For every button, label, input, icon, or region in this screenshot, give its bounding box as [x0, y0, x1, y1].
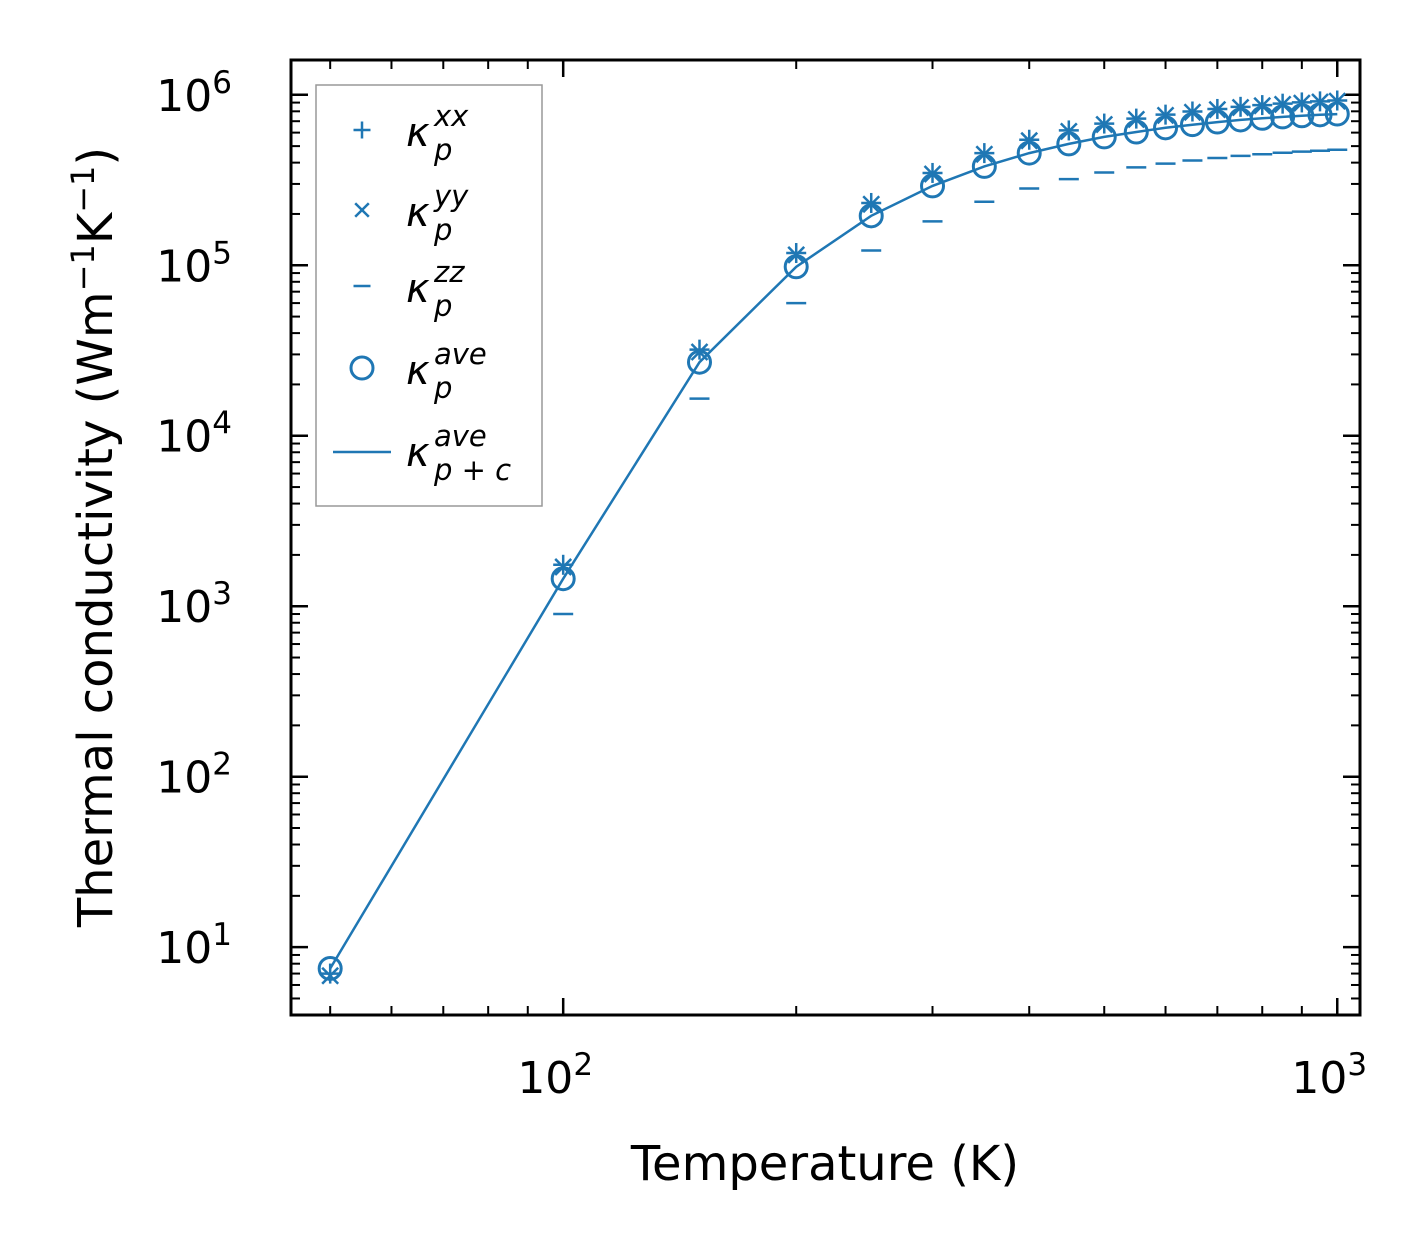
data-point-circle: [1153, 115, 1179, 141]
legend-superscript: zz: [433, 255, 465, 289]
legend-subscript: p: [433, 133, 452, 167]
data-point-circle: [1016, 140, 1042, 166]
data-point-x: [1311, 93, 1329, 111]
legend-item: κ zzp: [353, 255, 465, 323]
data-point-plus: [786, 243, 807, 264]
legend-marker-x: [354, 202, 370, 218]
y-tick-label: 106: [156, 65, 232, 122]
y-axis-label-exp: −1: [64, 166, 102, 213]
legend-superscript: ave: [434, 337, 487, 371]
x-tick-labels: 102 103: [517, 1047, 1367, 1104]
data-point-circle: [550, 566, 576, 592]
legend-marker-plus: [353, 121, 371, 139]
legend-subscript: p + c: [433, 453, 511, 487]
legend-symbol: κ: [406, 190, 430, 236]
y-axis-label-part: ): [68, 147, 124, 166]
data-point-circle: [317, 955, 343, 981]
data-point-x: [1059, 122, 1078, 141]
data-point-plus: [689, 339, 710, 360]
data-point-x: [321, 966, 340, 985]
data-point-circle: [1123, 119, 1149, 145]
data-point-circle: [858, 203, 884, 229]
legend-subscript: p: [433, 289, 452, 323]
y-tick-labels: 101 102 103 104 105 106: [156, 65, 232, 974]
data-point-plus: [553, 554, 574, 575]
y-tick-label: 105: [156, 235, 232, 292]
x-tick-label: 102: [517, 1047, 593, 1104]
data-point-circle: [971, 153, 997, 179]
legend-superscript: xx: [433, 99, 469, 133]
plot-content: [317, 90, 1350, 985]
legend-item: κ xxp: [353, 99, 469, 167]
data-point-circle: [920, 173, 946, 199]
legend-superscript: ave: [434, 419, 487, 453]
data-point-x: [1127, 110, 1146, 129]
series-kappa_p_zz: [553, 148, 1348, 616]
data-point-x: [1328, 92, 1347, 111]
y-tick-label: 103: [156, 576, 232, 633]
legend-symbol: κ: [406, 430, 430, 476]
data-point-x: [1292, 94, 1311, 112]
data-point-x: [1273, 95, 1292, 114]
legend-symbol: κ: [406, 110, 430, 156]
data-point-x: [1253, 96, 1272, 115]
y-tick-label: 104: [156, 406, 232, 463]
data-point-circle: [1056, 131, 1082, 157]
series-kappa_pc_ave: [329, 112, 1338, 970]
x-axis-label: Temperature (K): [630, 1136, 1019, 1192]
y-axis-label: Thermal conductivity (Wm−1K−1): [64, 147, 124, 928]
plot-frame: [289, 58, 1362, 1017]
data-point-circle: [783, 254, 809, 280]
y-tick-label: 101: [156, 917, 232, 974]
legend-marker-circle: [349, 355, 375, 381]
y-axis-label-exp: −1: [64, 244, 102, 291]
y-tick-label: 102: [156, 747, 232, 804]
legend-item: κ yyp: [354, 179, 469, 247]
y-axis-label-part: Thermal conductivity (Wm: [68, 291, 124, 928]
data-point-circle: [1091, 124, 1117, 150]
legend-symbol: κ: [406, 348, 430, 394]
legend-subscript: p: [433, 213, 452, 247]
y-axis-label-part: K: [68, 211, 124, 244]
data-point-circle: [686, 349, 712, 375]
legend-superscript: yy: [433, 179, 469, 213]
legend-subscript: p: [433, 371, 452, 405]
legend-box: [315, 84, 543, 507]
major-ticks: [291, 60, 1360, 1015]
series-line: [329, 112, 1338, 970]
legend-symbol: κ: [406, 266, 430, 312]
x-tick-label: 103: [1291, 1047, 1367, 1104]
